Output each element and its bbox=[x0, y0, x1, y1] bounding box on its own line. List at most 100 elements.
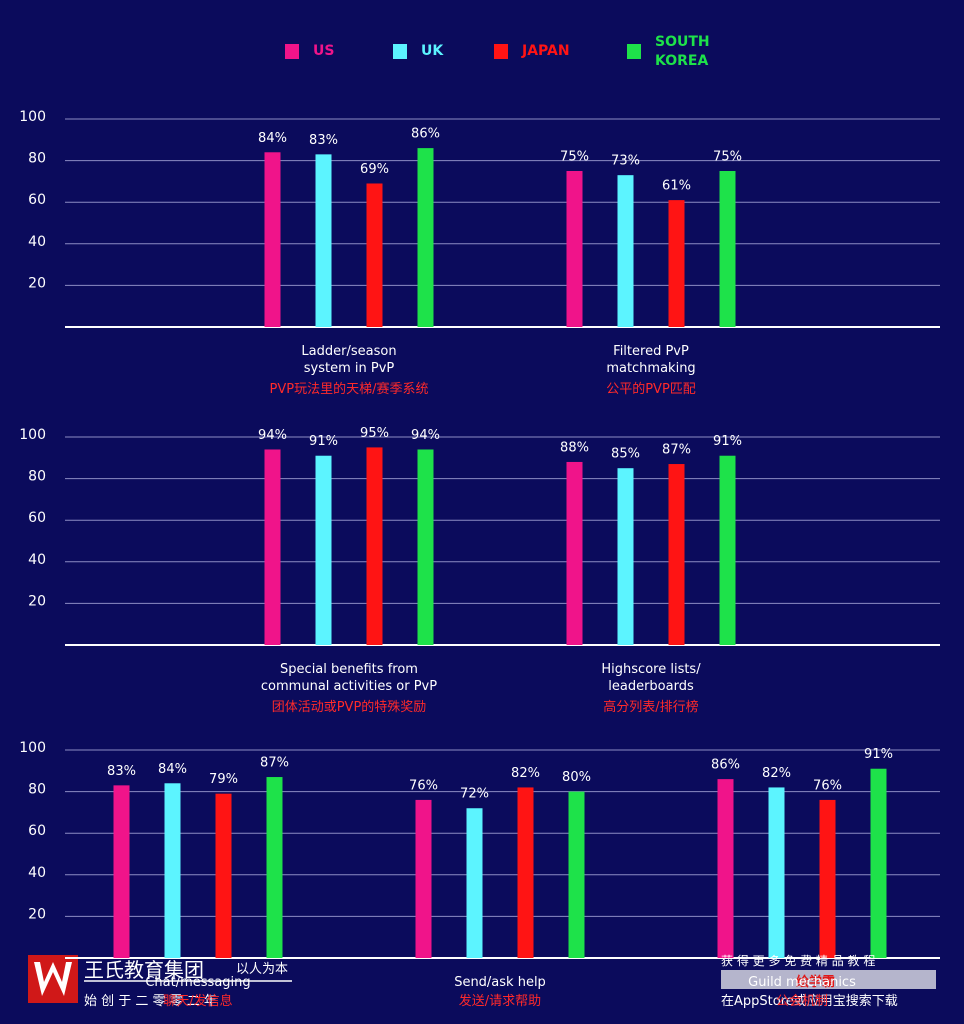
value-label: 75% bbox=[560, 150, 589, 165]
value-label: 75% bbox=[713, 150, 742, 165]
legend-swatch bbox=[393, 44, 407, 59]
bar bbox=[417, 449, 434, 645]
value-label: 91% bbox=[309, 434, 338, 449]
value-label: 83% bbox=[309, 133, 338, 148]
bar bbox=[266, 777, 283, 958]
value-label: 84% bbox=[158, 762, 187, 777]
value-label: 61% bbox=[662, 179, 691, 194]
y-tick-label: 20 bbox=[28, 593, 46, 609]
y-tick-label: 20 bbox=[28, 906, 46, 922]
bar bbox=[617, 468, 634, 645]
category-label: Chat/messaging bbox=[145, 975, 251, 990]
watermark-bottom: 在AppStore或应用宝搜索下载 bbox=[721, 994, 898, 1009]
value-label: 95% bbox=[360, 426, 389, 441]
bar bbox=[668, 200, 685, 327]
category-label-zh: 团体活动或PVP的特殊奖励 bbox=[271, 700, 427, 715]
y-tick-label: 40 bbox=[28, 865, 46, 881]
watermark-brand: 绘学霸 bbox=[796, 975, 836, 990]
y-tick-label: 100 bbox=[19, 109, 46, 125]
value-label: 85% bbox=[611, 447, 640, 462]
value-label: 76% bbox=[409, 778, 438, 793]
bar bbox=[617, 175, 634, 327]
bar bbox=[517, 787, 534, 958]
bar bbox=[870, 768, 887, 958]
bar bbox=[366, 183, 383, 327]
bar bbox=[466, 808, 483, 958]
y-tick-label: 80 bbox=[28, 782, 46, 798]
legend-swatch bbox=[627, 44, 641, 59]
watermark-title: 王氏教育集团 bbox=[84, 958, 204, 982]
y-tick-label: 100 bbox=[19, 740, 46, 756]
bar bbox=[415, 799, 432, 958]
watermark-sub: 始 创 于 二 零 零 二 年 bbox=[84, 994, 217, 1009]
bar bbox=[215, 793, 232, 958]
bar bbox=[668, 464, 685, 645]
category-label: Send/ask help bbox=[454, 975, 546, 990]
category-label-zh: 发送/请求帮助 bbox=[458, 994, 542, 1009]
bar bbox=[566, 171, 583, 327]
bar bbox=[113, 785, 130, 958]
value-label: 94% bbox=[258, 428, 287, 443]
value-label: 87% bbox=[260, 756, 289, 771]
legend-label: UK bbox=[421, 43, 444, 59]
y-tick-label: 100 bbox=[19, 427, 46, 443]
legend-label: US bbox=[313, 43, 335, 59]
value-label: 86% bbox=[411, 127, 440, 142]
legend-swatch bbox=[285, 44, 299, 59]
category-label: Ladder/season system in PvP bbox=[301, 344, 397, 376]
value-label: 86% bbox=[711, 758, 740, 773]
value-label: 80% bbox=[562, 770, 591, 785]
bar bbox=[366, 447, 383, 645]
bar bbox=[566, 461, 583, 645]
y-tick-label: 60 bbox=[28, 510, 46, 526]
value-label: 94% bbox=[411, 428, 440, 443]
bar bbox=[315, 154, 332, 327]
value-label: 69% bbox=[360, 162, 389, 177]
legend-swatch bbox=[494, 44, 508, 59]
y-tick-label: 60 bbox=[28, 192, 46, 208]
brand-bar bbox=[721, 970, 936, 989]
value-label: 83% bbox=[107, 764, 136, 779]
watermark-top: 获 得 更 多 免 费 精 品 教 程 bbox=[721, 954, 876, 968]
category-label: Filtered PvP matchmaking bbox=[606, 344, 696, 376]
bar bbox=[417, 148, 434, 327]
bar bbox=[164, 783, 181, 958]
category-label: Highscore lists/ leaderboards bbox=[601, 662, 701, 694]
bar bbox=[568, 791, 585, 958]
value-label: 84% bbox=[258, 131, 287, 146]
value-label: 73% bbox=[611, 154, 640, 169]
bar bbox=[264, 449, 281, 645]
category-label-zh: 高分列表/排行榜 bbox=[603, 700, 699, 715]
value-label: 88% bbox=[560, 440, 589, 455]
y-tick-label: 40 bbox=[28, 552, 46, 568]
value-label: 79% bbox=[209, 772, 238, 787]
bar bbox=[768, 787, 785, 958]
legend-label: JAPAN bbox=[522, 43, 570, 59]
bar bbox=[315, 455, 332, 645]
value-label: 76% bbox=[813, 778, 842, 793]
y-tick-label: 80 bbox=[28, 151, 46, 167]
value-label: 82% bbox=[762, 766, 791, 781]
bar bbox=[264, 152, 281, 327]
category-label-zh: 公平的PVP匹配 bbox=[606, 382, 696, 397]
category-label-zh: PVP玩法里的天梯/赛季系统 bbox=[269, 382, 429, 397]
category-label-zh: 公会机制 bbox=[775, 994, 829, 1009]
watermark-slogan: 以人为本 bbox=[236, 962, 289, 977]
value-label: 91% bbox=[864, 747, 893, 762]
y-tick-label: 80 bbox=[28, 469, 46, 485]
bar bbox=[719, 455, 736, 645]
bar bbox=[719, 171, 736, 327]
value-label: 91% bbox=[713, 434, 742, 449]
legend-label: SOUTH KOREA bbox=[655, 34, 710, 69]
category-label: Special benefits from communal activitie… bbox=[260, 662, 438, 694]
y-tick-label: 60 bbox=[28, 823, 46, 839]
value-label: 82% bbox=[511, 766, 540, 781]
value-label: 72% bbox=[460, 787, 489, 802]
y-tick-label: 20 bbox=[28, 275, 46, 291]
bar bbox=[819, 799, 836, 958]
category-label-zh: 聊天/发信息 bbox=[163, 994, 233, 1009]
logo-mark bbox=[34, 962, 72, 996]
